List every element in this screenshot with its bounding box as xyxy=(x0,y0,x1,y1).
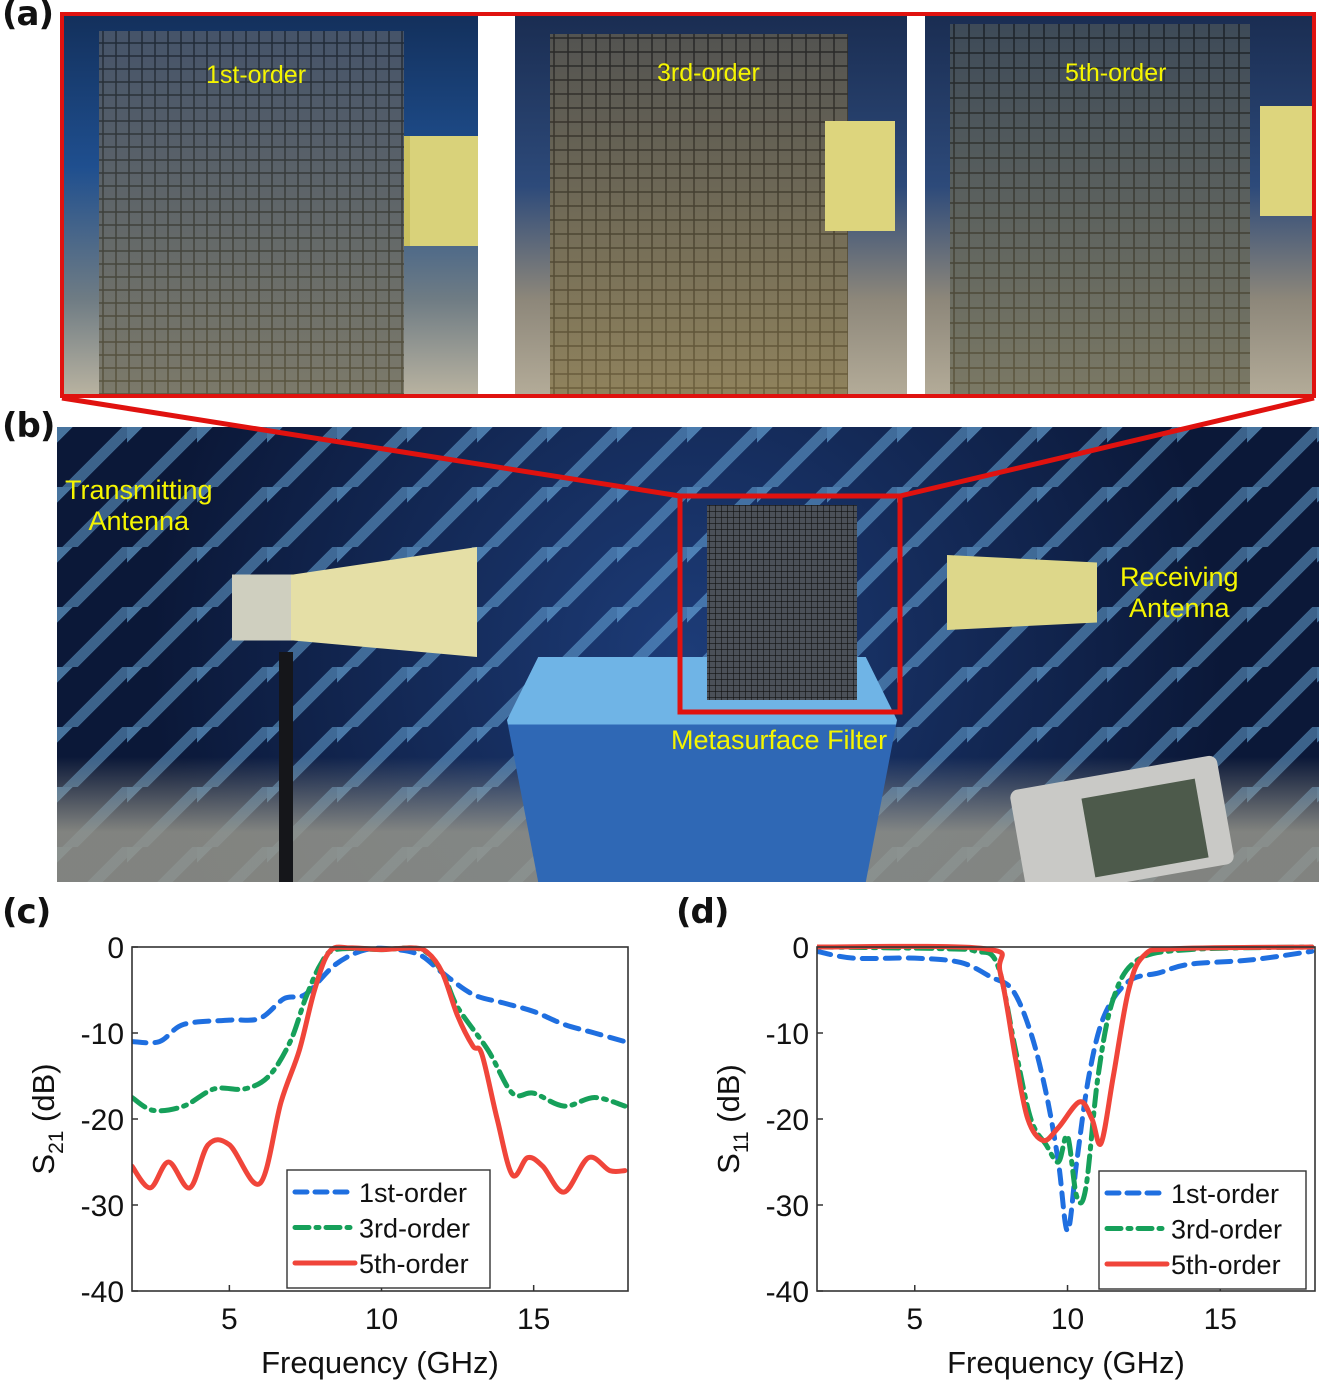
y-tick-label: -40 xyxy=(81,1276,124,1309)
series-3rd-order xyxy=(817,944,1315,1206)
receiving-antenna-label-line2: Antenna xyxy=(1128,593,1230,624)
y-tick-label: -30 xyxy=(766,1190,809,1223)
y-tick-label: -10 xyxy=(81,1018,124,1051)
x-axis-label: Frequency (GHz) xyxy=(261,1345,499,1380)
series-3rd-order xyxy=(132,945,628,1114)
sample-photo-5th-order: 5th-order xyxy=(925,16,1312,394)
legend-label: 1st-order xyxy=(1171,1179,1279,1209)
horn-antenna-3 xyxy=(825,121,895,231)
x-tick-label: 10 xyxy=(1051,1303,1084,1336)
y-tick-label: 0 xyxy=(107,932,124,965)
x-tick-label: 15 xyxy=(517,1303,550,1336)
y-tick-label: -30 xyxy=(81,1190,124,1223)
y-tick-label: -20 xyxy=(81,1104,124,1137)
measurement-setup-photo: Transmitting Antenna Receiving Antenna M… xyxy=(57,427,1319,882)
transmitting-antenna-label-line1: Transmitting xyxy=(65,475,213,505)
series-5th-order xyxy=(132,944,628,1195)
y-tick-label: -10 xyxy=(766,1018,809,1051)
legend-label: 1st-order xyxy=(359,1178,467,1208)
panel-d-label: (d) xyxy=(676,892,729,932)
legend: 1st-order 3rd-order 5th-order xyxy=(1098,1170,1307,1290)
series-5th-order xyxy=(817,943,1315,1147)
legend-label: 5th-order xyxy=(1171,1250,1281,1280)
sample-caption-1: 1st-order xyxy=(206,61,307,89)
sample-caption-3: 3rd-order xyxy=(657,59,760,87)
y-tick-label: 0 xyxy=(792,932,809,965)
legend-label: 5th-order xyxy=(359,1249,469,1279)
y-axis-label: S11 (dB) xyxy=(711,1064,753,1174)
plot-area xyxy=(132,944,628,1195)
receiving-antenna-label-line1: Receiving xyxy=(1120,562,1239,592)
legend-label: 3rd-order xyxy=(1171,1215,1282,1245)
axes-frame xyxy=(131,946,629,1292)
x-tick-label: 10 xyxy=(365,1303,398,1336)
series-1st-order xyxy=(817,948,1315,1234)
x-tick-label: 5 xyxy=(906,1303,923,1336)
x-tick-label: 5 xyxy=(221,1303,238,1336)
horn-antenna-1 xyxy=(404,136,478,246)
y-tick-label: -40 xyxy=(766,1276,809,1309)
metasurface-panel-3 xyxy=(550,34,848,394)
legend-label: 3rd-order xyxy=(359,1214,470,1244)
receiving-antenna-label: Receiving Antenna xyxy=(1120,562,1239,624)
receiving-horn-antenna xyxy=(947,555,1097,630)
sample-photo-3rd-order: 3rd-order xyxy=(515,16,907,394)
transmitting-antenna-label: Transmitting Antenna xyxy=(65,475,213,537)
panel-b-label: (b) xyxy=(2,406,55,446)
metasurface-filter xyxy=(707,505,857,700)
zoom-callout xyxy=(61,395,1315,715)
plot-area xyxy=(817,943,1315,1234)
metasurface-panel-5 xyxy=(950,24,1250,394)
metasurface-panel-1 xyxy=(99,31,404,394)
sample-photo-1st-order: 1st-order xyxy=(64,16,478,394)
x-axis-label: Frequency (GHz) xyxy=(947,1345,1185,1380)
axes-frame xyxy=(816,946,1316,1292)
horn-antenna-5 xyxy=(1260,106,1312,216)
metasurface-filter-label: Metasurface Filter xyxy=(671,725,888,755)
panel-c-label: (c) xyxy=(2,892,51,932)
sample-caption-5: 5th-order xyxy=(1065,59,1167,87)
panel-a-label: (a) xyxy=(2,0,54,34)
y-axis-label: S21 (dB) xyxy=(26,1063,68,1174)
series-1st-order xyxy=(132,945,628,1046)
s21-chart: 0 -10 -20 -30 -40 5 10 15 1st-order 3rd-order 5th-… xyxy=(26,932,629,1380)
legend: 1st-order 3rd-order 5th-order xyxy=(286,1169,491,1289)
transmitting-antenna-label-line2: Antenna xyxy=(88,506,190,537)
x-tick-label: 15 xyxy=(1204,1303,1237,1336)
y-tick-label: -20 xyxy=(766,1104,809,1137)
s11-chart: 0 -10 -20 -30 -40 5 10 15 1st-order 3rd-order 5th-… xyxy=(711,932,1316,1380)
transmitting-tripod xyxy=(279,652,293,882)
